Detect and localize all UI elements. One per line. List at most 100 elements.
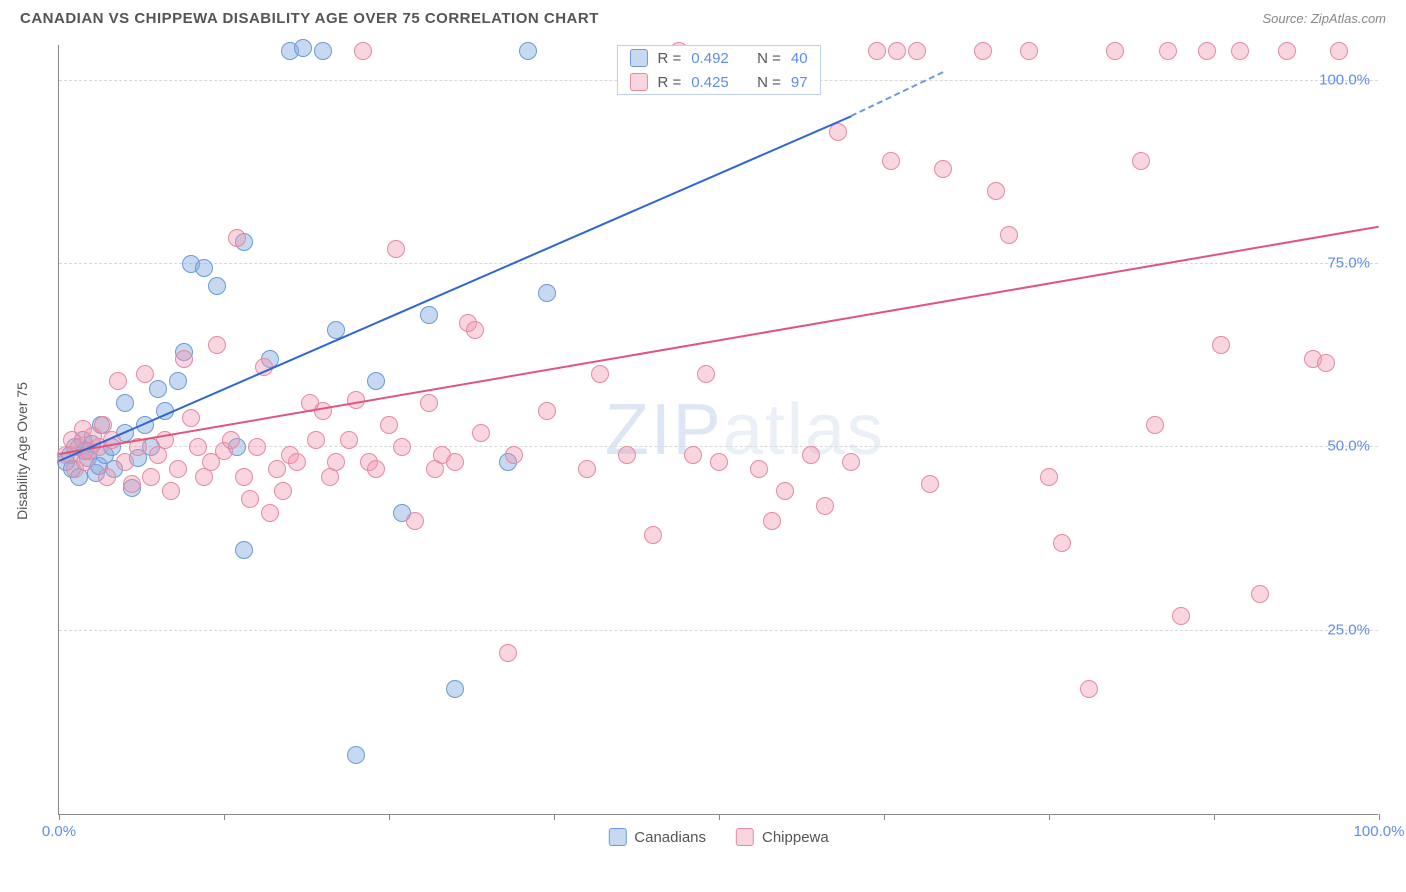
legend-item: Chippewa — [736, 828, 829, 846]
data-point — [446, 680, 464, 698]
data-point — [750, 460, 768, 478]
data-point — [116, 394, 134, 412]
x-tick — [59, 814, 60, 820]
x-tick — [1214, 814, 1215, 820]
data-point — [1278, 42, 1296, 60]
legend-row: R =0.425 N =97 — [617, 70, 819, 94]
data-point — [987, 182, 1005, 200]
legend-item: Canadians — [608, 828, 706, 846]
data-point — [1146, 416, 1164, 434]
legend-label: Chippewa — [762, 829, 829, 846]
data-point — [420, 306, 438, 324]
y-axis-label: Disability Age Over 75 — [14, 382, 30, 520]
data-point — [109, 372, 127, 390]
data-point — [908, 42, 926, 60]
data-point — [934, 160, 952, 178]
legend-label: Canadians — [634, 829, 706, 846]
data-point — [578, 460, 596, 478]
data-point — [380, 416, 398, 434]
data-point — [1053, 534, 1071, 552]
y-tick-label: 100.0% — [1319, 71, 1370, 88]
data-point — [189, 438, 207, 456]
data-point — [340, 431, 358, 449]
gridline — [59, 263, 1378, 264]
data-point — [868, 42, 886, 60]
trendline — [59, 225, 1379, 454]
data-point — [505, 446, 523, 464]
data-point — [208, 336, 226, 354]
data-point — [644, 526, 662, 544]
data-point — [261, 504, 279, 522]
data-point — [1159, 42, 1177, 60]
data-point — [816, 497, 834, 515]
data-point — [466, 321, 484, 339]
gridline — [59, 630, 1378, 631]
data-point — [136, 365, 154, 383]
legend-row: R =0.492 N =40 — [617, 46, 819, 70]
x-tick-label: 100.0% — [1354, 823, 1405, 840]
data-point — [1251, 585, 1269, 603]
data-point — [208, 277, 226, 295]
legend-swatch — [629, 49, 647, 67]
data-point — [763, 512, 781, 530]
data-point — [519, 42, 537, 60]
data-point — [1020, 42, 1038, 60]
data-point — [697, 365, 715, 383]
chart-title: CANADIAN VS CHIPPEWA DISABILITY AGE OVER… — [20, 10, 599, 27]
source-credit: Source: ZipAtlas.com — [1262, 11, 1386, 26]
data-point — [367, 460, 385, 478]
data-point — [882, 152, 900, 170]
data-point — [347, 746, 365, 764]
data-point — [367, 372, 385, 390]
trendline — [59, 115, 852, 461]
data-point — [406, 512, 424, 530]
trendline — [851, 71, 944, 117]
x-tick — [719, 814, 720, 820]
data-point — [393, 438, 411, 456]
data-point — [162, 482, 180, 500]
data-point — [307, 431, 325, 449]
data-point — [241, 490, 259, 508]
data-point — [591, 365, 609, 383]
plot-area: ZIPatlas 25.0%50.0%75.0%100.0%0.0%100.0%… — [58, 45, 1378, 815]
data-point — [1317, 354, 1335, 372]
data-point — [248, 438, 266, 456]
data-point — [472, 424, 490, 442]
data-point — [314, 402, 332, 420]
data-point — [776, 482, 794, 500]
y-tick-label: 75.0% — [1327, 255, 1370, 272]
data-point — [538, 284, 556, 302]
y-tick-label: 25.0% — [1327, 621, 1370, 638]
data-point — [169, 460, 187, 478]
data-point — [1231, 42, 1249, 60]
data-point — [98, 468, 116, 486]
x-tick — [389, 814, 390, 820]
data-point — [142, 468, 160, 486]
data-point — [123, 475, 141, 493]
data-point — [499, 644, 517, 662]
chart-container: Disability Age Over 75 ZIPatlas 25.0%50.… — [10, 35, 1396, 867]
data-point — [195, 259, 213, 277]
data-point — [1040, 468, 1058, 486]
data-point — [182, 409, 200, 427]
data-point — [974, 42, 992, 60]
data-point — [1172, 607, 1190, 625]
data-point — [1106, 42, 1124, 60]
data-point — [420, 394, 438, 412]
legend-swatch — [608, 828, 626, 846]
y-tick-label: 50.0% — [1327, 438, 1370, 455]
data-point — [235, 541, 253, 559]
data-point — [1080, 680, 1098, 698]
data-point — [314, 42, 332, 60]
data-point — [684, 446, 702, 464]
x-tick-label: 0.0% — [42, 823, 76, 840]
x-tick — [1379, 814, 1380, 820]
data-point — [116, 453, 134, 471]
data-point — [294, 39, 312, 57]
data-point — [842, 453, 860, 471]
data-point — [538, 402, 556, 420]
data-point — [228, 229, 246, 247]
data-point — [1330, 42, 1348, 60]
data-point — [169, 372, 187, 390]
data-point — [1198, 42, 1216, 60]
